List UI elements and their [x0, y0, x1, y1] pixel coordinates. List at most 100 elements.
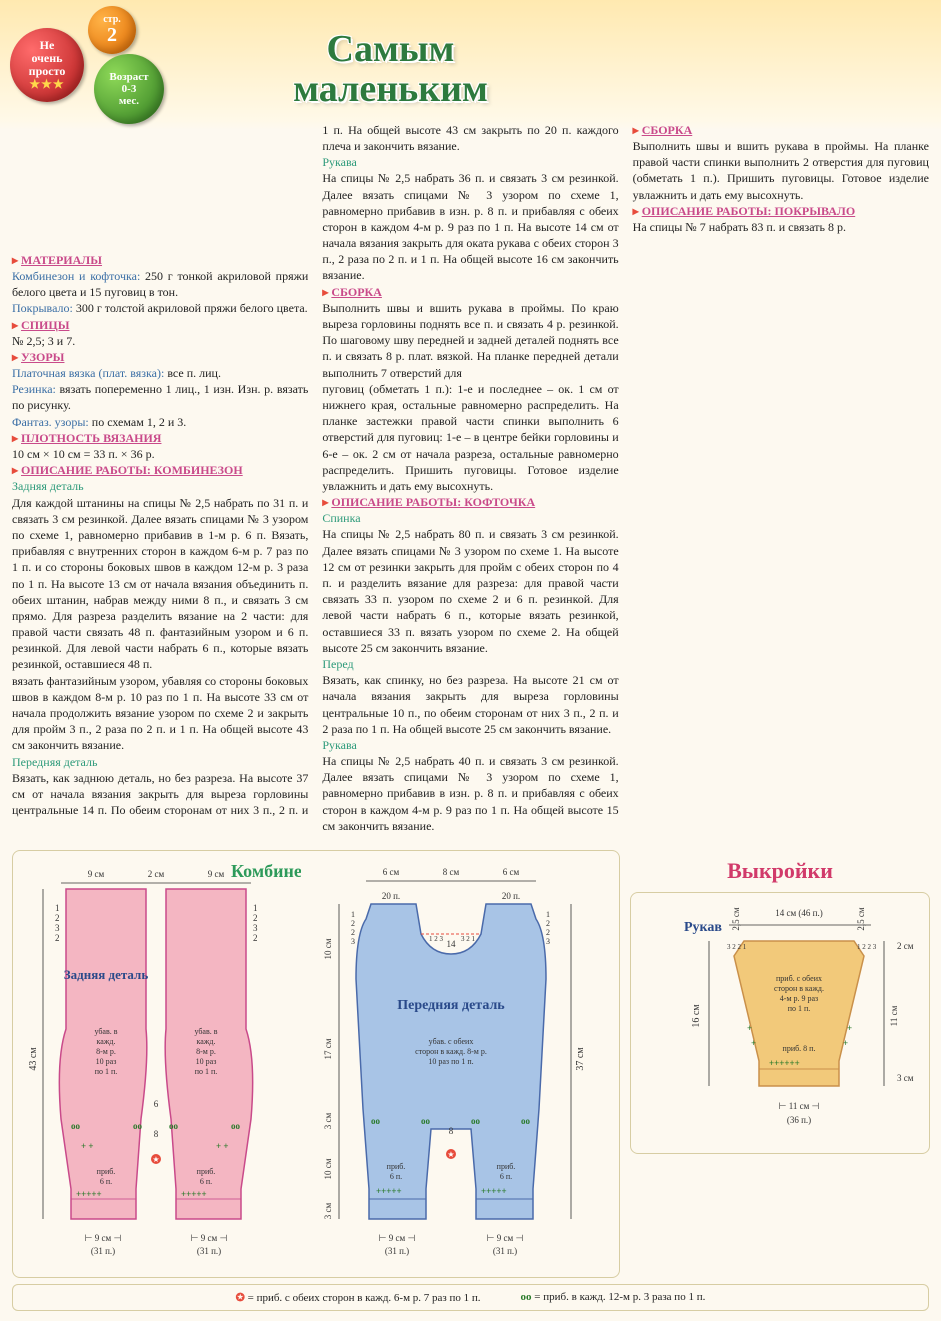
svg-text:⊢ 9 см ⊣: ⊢ 9 см ⊣ — [487, 1233, 524, 1243]
svg-text:+: + — [847, 1023, 852, 1033]
svg-text:14 см (46 п.): 14 см (46 п.) — [775, 908, 823, 918]
assembly-t2: пуговиц (обметать 1 п.): 1-е и последнее… — [322, 381, 618, 494]
h-materials: МАТЕРИАЛЫ — [21, 253, 102, 267]
svg-text:+++++: +++++ — [481, 1186, 507, 1196]
svg-text:по 1 п.: по 1 п. — [195, 1067, 218, 1076]
svg-text:убав. с обеих: убав. с обеих — [429, 1037, 474, 1046]
gauge-text: 10 см × 10 см = 33 п. × 36 р. — [12, 446, 308, 462]
svg-text:2: 2 — [55, 913, 60, 923]
svg-text:4-м р. 9 раз: 4-м р. 9 раз — [780, 994, 818, 1003]
svg-text:6: 6 — [154, 1099, 159, 1109]
front-h: Передняя деталь — [12, 754, 308, 770]
svg-text:oo: oo — [421, 1116, 431, 1126]
balloon-page: стр. 2 — [88, 6, 136, 54]
h-assembly: СБОРКА — [331, 285, 382, 299]
svg-text:3: 3 — [55, 923, 60, 933]
svg-text:14: 14 — [447, 939, 457, 949]
svg-text:приб.: приб. — [97, 1167, 116, 1176]
svg-text:1 2 3: 1 2 3 — [429, 935, 444, 943]
back-h: Задняя деталь — [12, 478, 308, 494]
svg-text:по 1 п.: по 1 п. — [95, 1067, 118, 1076]
h-gauge: ПЛОТНОСТЬ ВЯЗАНИЯ — [21, 431, 161, 445]
svg-text:(31 п.): (31 п.) — [385, 1246, 409, 1256]
svg-text:+++++: +++++ — [76, 1189, 102, 1199]
svg-text:10 см: 10 см — [323, 1158, 333, 1179]
svg-text:приб.: приб. — [197, 1167, 216, 1176]
mat1a: Комбинезон и кофточка: — [12, 269, 140, 283]
svg-text:2: 2 — [546, 919, 550, 928]
svg-text:Задняя деталь: Задняя деталь — [64, 967, 149, 982]
svg-text:3 см: 3 см — [323, 1112, 333, 1129]
svg-text:2: 2 — [351, 928, 355, 937]
svg-text:+++++: +++++ — [181, 1189, 207, 1199]
blanket-t: На спицы № 7 набрать 83 п. и связать 8 р… — [633, 219, 929, 235]
star-icon: ✪ — [236, 1292, 245, 1304]
assembly-t: Выполнить швы и вшить рукава в проймы. П… — [322, 300, 618, 381]
svg-text:6 п.: 6 п. — [390, 1172, 402, 1181]
pat1b: все п. лиц. — [164, 366, 221, 380]
diagram-front: 6 см 8 см 6 см 20 п. 20 п. Передняя дета… — [321, 859, 611, 1269]
svg-text:6 п.: 6 п. — [200, 1177, 212, 1186]
svg-text:3 см: 3 см — [897, 1073, 914, 1083]
k-sleeve-t: На спицы № 2,5 набрать 40 п. и связать 3… — [322, 753, 618, 834]
k-assembly-t: Выполнить швы и вшить рукава в проймы. Н… — [633, 138, 929, 203]
svg-text:(31 п.): (31 п.) — [197, 1246, 221, 1256]
balloon-orange-num: 2 — [103, 25, 121, 45]
svg-text:1 2 2 3: 1 2 2 3 — [857, 943, 877, 951]
svg-text:oo: oo — [71, 1121, 81, 1131]
svg-text:⊢ 11 см ⊣: ⊢ 11 см ⊣ — [779, 1101, 820, 1111]
svg-text:3 2 2 1: 3 2 2 1 — [727, 943, 747, 951]
svg-text:убав. в: убав. в — [94, 1027, 117, 1036]
svg-text:+ +: + + — [216, 1141, 229, 1151]
svg-text:10 раз: 10 раз — [96, 1057, 117, 1066]
svg-text:17 см: 17 см — [323, 1038, 333, 1059]
k-sleeve-h: Рукава — [322, 737, 618, 753]
svg-text:10 раз: 10 раз — [196, 1057, 217, 1066]
svg-text:по 1 п.: по 1 п. — [788, 1004, 811, 1013]
svg-text:oo: oo — [471, 1116, 481, 1126]
svg-text:приб. с обеих: приб. с обеих — [776, 974, 822, 983]
svg-text:1: 1 — [546, 910, 550, 919]
svg-text:Передняя деталь: Передняя деталь — [397, 998, 505, 1013]
svg-text:43 см: 43 см — [28, 1046, 39, 1070]
svg-text:приб.: приб. — [387, 1162, 406, 1171]
svg-text:+++++: +++++ — [376, 1186, 402, 1196]
diagram-sleeve: Рукав 2,5 см 14 см (46 п.) 2,5 см 3 2 2 … — [639, 901, 919, 1141]
svg-text:16 см: 16 см — [691, 1003, 702, 1027]
svg-text:+: + — [843, 1038, 848, 1048]
svg-text:кажд.: кажд. — [97, 1037, 116, 1046]
svg-text:★: ★ — [447, 1150, 454, 1159]
svg-text:++++++: ++++++ — [769, 1058, 800, 1068]
svg-text:oo: oo — [169, 1121, 179, 1131]
svg-text:★: ★ — [152, 1155, 159, 1164]
svg-text:2: 2 — [55, 933, 60, 943]
svg-text:+: + — [747, 1023, 752, 1033]
svg-text:(31 п.): (31 п.) — [91, 1246, 115, 1256]
svg-text:3 2 1: 3 2 1 — [461, 935, 476, 943]
balloon-red-l1: Не — [29, 39, 66, 52]
pat3a: Фантаз. узоры: — [12, 415, 89, 429]
svg-text:2: 2 — [546, 928, 550, 937]
svg-text:37 см: 37 см — [575, 1046, 586, 1070]
k-back-t: На спицы № 2,5 набрать 80 п. и связать 3… — [322, 526, 618, 656]
svg-text:(31 п.): (31 п.) — [493, 1246, 517, 1256]
circle-icon: oo — [521, 1291, 532, 1303]
diag-title-right: Выкройки — [630, 858, 930, 884]
title-l2: маленьким — [192, 70, 589, 110]
balloon-age: Возраст 0-3 мес. — [94, 54, 164, 124]
svg-text:8: 8 — [154, 1129, 159, 1139]
diagram-back: Комбинезон 9 см 2 см 9 см — [21, 859, 301, 1269]
pat1a: Платочная вязка (плат. вязка): — [12, 366, 164, 380]
svg-text:кажд.: кажд. — [197, 1037, 216, 1046]
svg-text:3: 3 — [351, 937, 355, 946]
svg-text:oo: oo — [521, 1116, 531, 1126]
svg-text:3: 3 — [253, 923, 258, 933]
diag-title-left: Комбинезон — [231, 861, 301, 881]
svg-text:⊢ 9 см ⊣: ⊢ 9 см ⊣ — [85, 1233, 122, 1243]
svg-text:8-м р.: 8-м р. — [196, 1047, 216, 1056]
needles-text: № 2,5; 3 и 7. — [12, 333, 308, 349]
svg-text:сторон в кажд.: сторон в кажд. — [774, 984, 824, 993]
svg-text:+: + — [751, 1038, 756, 1048]
header-balloons: Не очень просто ★★★ стр. 2 Возраст 0-3 м… — [10, 6, 180, 156]
svg-text:приб.: приб. — [497, 1162, 516, 1171]
